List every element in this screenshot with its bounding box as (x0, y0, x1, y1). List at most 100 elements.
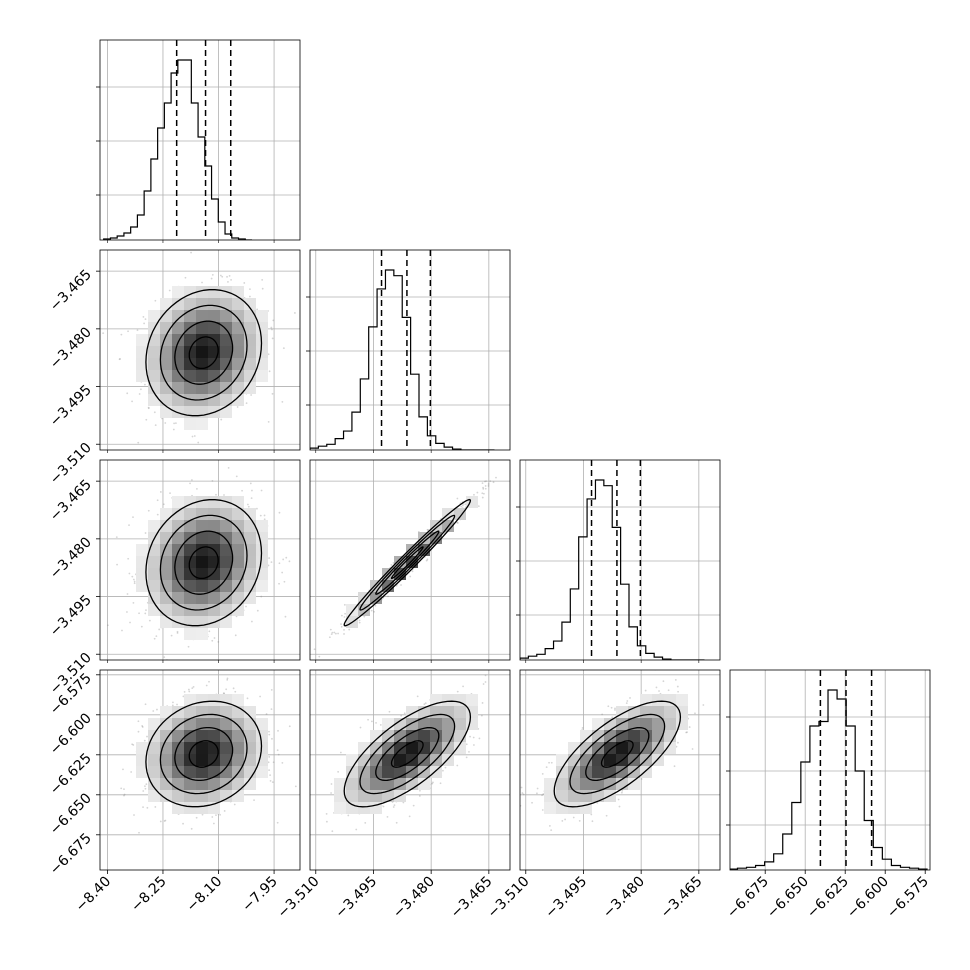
density-cell (232, 604, 244, 616)
scatter-point (271, 392, 274, 395)
scatter-point (370, 720, 373, 723)
scatter-point (187, 645, 190, 648)
density-cell (172, 778, 184, 790)
density-cell (382, 730, 394, 742)
scatter-point (164, 422, 167, 424)
scatter-point (276, 821, 279, 824)
scatter-point (271, 328, 273, 331)
scatter-point (133, 814, 135, 816)
density-cell (244, 532, 256, 544)
scatter-point (343, 633, 345, 635)
scatter-point (456, 521, 459, 524)
scatter-point (133, 580, 136, 583)
scatter-point (268, 730, 270, 733)
scatter-point (267, 353, 270, 356)
density-cell (346, 604, 358, 616)
scatter-point (343, 603, 346, 606)
scatter-point (131, 575, 134, 578)
density-cell (232, 508, 244, 520)
density-cell (208, 322, 220, 334)
density-cell (160, 580, 172, 592)
density-cell (136, 568, 148, 580)
scatter-point (261, 278, 264, 281)
scatter-point (132, 744, 135, 746)
scatter-point (145, 609, 147, 612)
density-cell (370, 790, 382, 802)
density-cell (208, 298, 220, 310)
scatter-point (223, 692, 226, 695)
scatter-point (313, 648, 316, 651)
density-cell (196, 694, 208, 706)
scatter-point (411, 570, 414, 573)
scatter-point (121, 629, 123, 632)
density-cell (184, 298, 196, 310)
scatter-point (282, 347, 285, 350)
scatter-point (120, 787, 123, 790)
hist-step-1 (310, 269, 495, 450)
density-cell (172, 766, 184, 778)
density-cell (244, 310, 256, 322)
scatter-point (487, 485, 490, 487)
scatter-point (482, 486, 485, 489)
scatter-point (423, 703, 426, 706)
density-cell (160, 592, 172, 604)
density-cell (172, 310, 184, 322)
scatter-point (129, 621, 131, 624)
density-cell (232, 520, 244, 532)
scatter-point (245, 605, 247, 608)
density-cell (160, 358, 172, 370)
scatter-point (146, 806, 149, 809)
density-cell (172, 790, 184, 802)
density-cell (184, 742, 196, 754)
density-cell (232, 754, 244, 766)
density-cell (196, 418, 208, 430)
density-cell (184, 580, 196, 592)
density-cell (232, 298, 244, 310)
density-cell (196, 580, 208, 592)
density-cell (172, 358, 184, 370)
density-cell (454, 508, 466, 520)
scatter-point (256, 308, 259, 311)
scatter-point (271, 781, 274, 784)
density-cell (148, 742, 160, 754)
contour-1 (174, 726, 234, 782)
scatter-point (388, 710, 391, 713)
scatter-point (293, 312, 296, 314)
density-cell (394, 742, 406, 754)
density-cell (358, 790, 370, 802)
scatter-point (217, 641, 220, 643)
density-cell (160, 394, 172, 406)
density-cell (184, 706, 196, 718)
scatter-point (223, 810, 226, 812)
density-cell (196, 628, 208, 640)
scatter-point (138, 831, 140, 834)
density-cell (232, 346, 244, 358)
scatter-point (439, 782, 442, 785)
density-cell (160, 790, 172, 802)
density-cell (430, 718, 442, 730)
density-cell (184, 286, 196, 298)
scatter-point (144, 318, 147, 321)
scatter-point (363, 615, 366, 618)
scatter-point (190, 827, 193, 830)
density-cell (148, 604, 160, 616)
density-cell (160, 310, 172, 322)
scatter-point (270, 326, 273, 329)
scatter-point (162, 503, 165, 506)
contour-0 (390, 546, 424, 580)
density-cell (394, 718, 406, 730)
density-cell (382, 766, 394, 778)
density-cell (208, 358, 220, 370)
contour-3 (145, 289, 263, 417)
scatter-point (106, 624, 109, 627)
scatter-point (260, 595, 263, 598)
scatter-point (226, 677, 229, 680)
contour-2 (359, 514, 456, 611)
pair-frame-2-1 (309, 459, 511, 661)
scatter-point (170, 634, 173, 637)
density-cell (172, 568, 184, 580)
scatter-point (144, 785, 146, 788)
scatter-point (191, 479, 193, 481)
scatter-point (184, 276, 187, 279)
scatter-point (138, 393, 141, 395)
